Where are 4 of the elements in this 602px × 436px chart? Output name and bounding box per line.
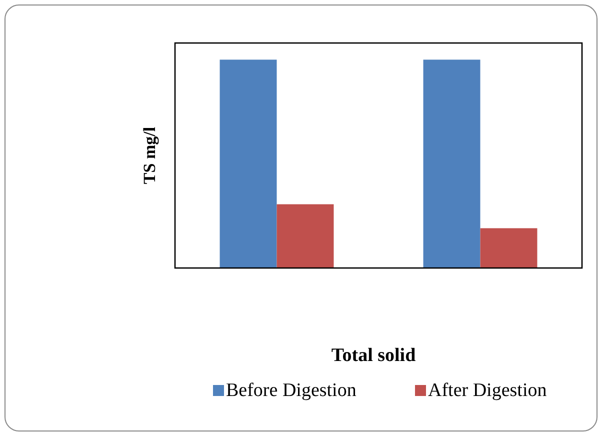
legend-label: Before Digestion bbox=[226, 380, 357, 401]
legend-label: After Digestion bbox=[428, 380, 548, 401]
x-axis-title: Total solid bbox=[331, 345, 416, 366]
y-axis-title: TS mg/l bbox=[140, 126, 159, 184]
